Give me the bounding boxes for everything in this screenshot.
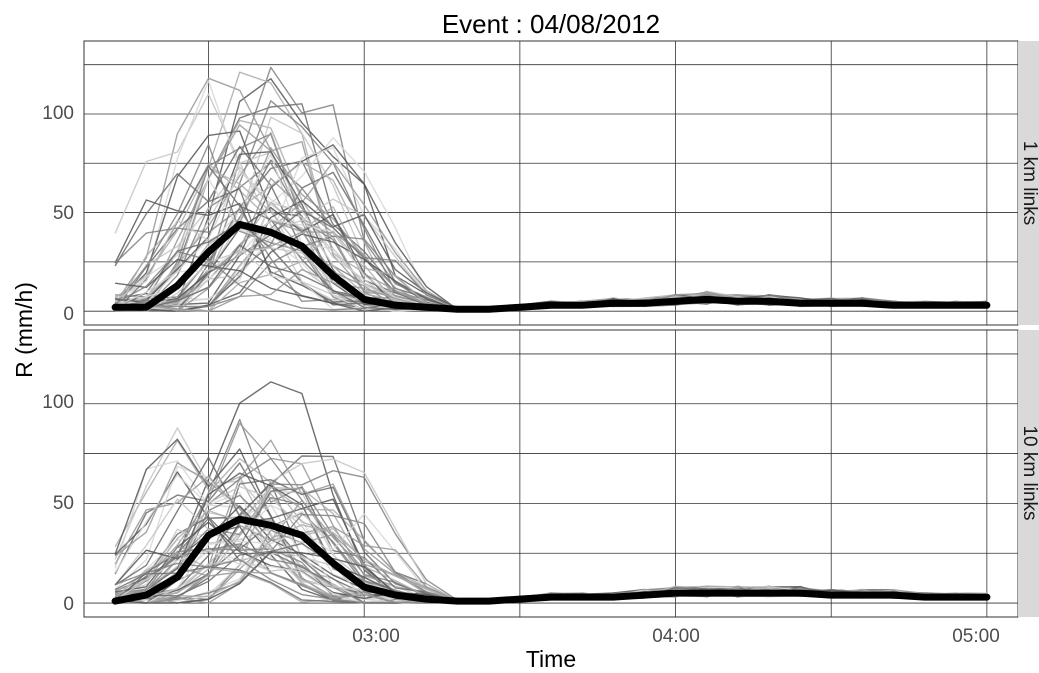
panel-1km: 1 km links	[83, 40, 1039, 326]
strip-background	[1018, 330, 1039, 617]
mean-series-line	[111, 515, 991, 605]
y-tick-label: 0	[63, 594, 74, 615]
y-tick-label: 50	[53, 203, 74, 224]
x-tick-label: 05:00	[952, 626, 1000, 647]
y-tick-label: 0	[63, 304, 74, 325]
x-axis-title: Time	[526, 646, 576, 672]
y-tick-label: 50	[53, 493, 74, 514]
strip-label-10km: 10 km links	[1019, 425, 1039, 520]
y-tick-label: 100	[42, 392, 74, 413]
chart-title: Event : 04/08/2012	[442, 9, 660, 39]
strip-label-1km: 1 km links	[1019, 141, 1039, 225]
panel-10km: 10 km links	[83, 329, 1039, 618]
y-tick-label: 100	[42, 103, 74, 124]
mean-series-line	[111, 220, 991, 313]
panel-gridlines	[84, 41, 1018, 325]
x-tick-label: 03:00	[352, 626, 400, 647]
strip-background	[1018, 41, 1039, 325]
y-axis-title: R (mm/h)	[11, 282, 37, 378]
x-tick-label: 04:00	[652, 626, 700, 647]
